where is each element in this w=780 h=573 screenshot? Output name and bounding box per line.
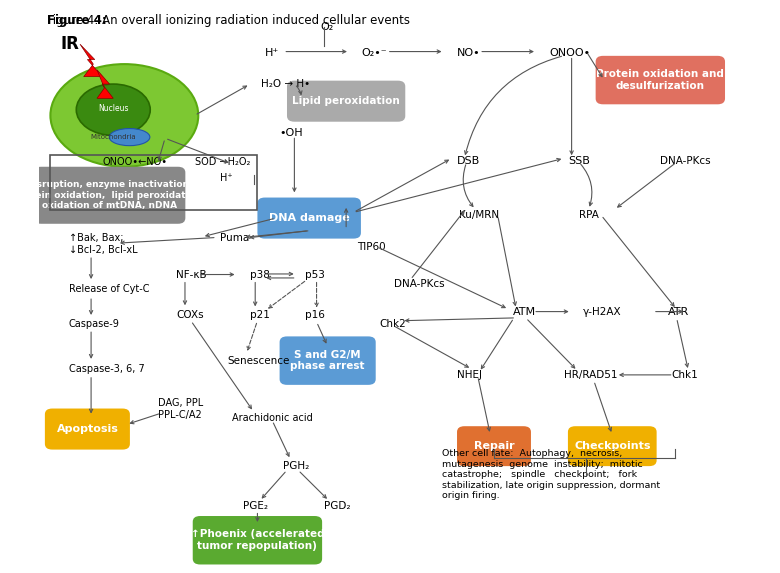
Text: SSB: SSB: [568, 156, 590, 166]
FancyBboxPatch shape: [34, 167, 186, 224]
Text: Checkpoints: Checkpoints: [574, 441, 651, 451]
Text: p38: p38: [250, 270, 270, 280]
Text: Protein oxidation and
desulfurization: Protein oxidation and desulfurization: [597, 69, 725, 91]
Text: ↑Bak, Bax;
↓Bcl-2, Bcl-xL: ↑Bak, Bax; ↓Bcl-2, Bcl-xL: [69, 233, 137, 254]
Text: Chk1: Chk1: [672, 370, 698, 380]
Text: COXs: COXs: [176, 310, 204, 320]
Ellipse shape: [109, 128, 150, 146]
Text: O₂•⁻: O₂•⁻: [361, 48, 387, 58]
Text: TIP60: TIP60: [357, 242, 386, 252]
Text: Apoptosis: Apoptosis: [56, 424, 119, 434]
Text: γ-H2AX: γ-H2AX: [583, 307, 622, 317]
Text: Repair: Repair: [473, 441, 514, 451]
Text: Puma: Puma: [221, 233, 250, 243]
Text: Nucleus: Nucleus: [98, 104, 129, 113]
Text: Arachidonic acid: Arachidonic acid: [232, 413, 312, 423]
Text: PGH₂: PGH₂: [283, 461, 310, 471]
Text: RPA: RPA: [579, 210, 599, 220]
Text: •OH: •OH: [279, 128, 303, 138]
Text: Senescence: Senescence: [228, 356, 290, 366]
Text: IR: IR: [60, 35, 79, 53]
Text: Caspase-9: Caspase-9: [69, 319, 120, 328]
Text: ONOO•: ONOO•: [549, 48, 590, 58]
Text: DAG, PPL
PPL-C/A2: DAG, PPL PPL-C/A2: [158, 398, 203, 420]
Polygon shape: [97, 70, 113, 99]
Text: H⁺: H⁺: [221, 173, 233, 183]
FancyBboxPatch shape: [596, 56, 725, 104]
FancyBboxPatch shape: [45, 409, 130, 450]
FancyBboxPatch shape: [257, 198, 361, 238]
FancyBboxPatch shape: [279, 336, 376, 385]
Text: Caspase-3, 6, 7: Caspase-3, 6, 7: [69, 364, 144, 374]
Text: S and G2/M
phase arrest: S and G2/M phase arrest: [290, 350, 365, 371]
Text: Release of Cyt-C: Release of Cyt-C: [69, 284, 150, 295]
Text: Other cell fate:  Autophagy,  necrosis,
mutagenesis  genome  instability;  mitot: Other cell fate: Autophagy, necrosis, mu…: [442, 449, 661, 500]
Ellipse shape: [51, 64, 198, 167]
Ellipse shape: [76, 84, 151, 135]
Text: Ku/MRN: Ku/MRN: [459, 210, 499, 220]
Text: O₂: O₂: [321, 22, 334, 32]
Text: ATM: ATM: [512, 307, 536, 317]
Text: ONOO•←NO•: ONOO•←NO•: [102, 157, 167, 167]
Text: PGE₂: PGE₂: [243, 501, 268, 511]
Text: DNA damage: DNA damage: [269, 213, 349, 223]
Text: SOD →H₂O₂: SOD →H₂O₂: [194, 157, 250, 167]
Text: Lipid peroxidation: Lipid peroxidation: [292, 96, 400, 106]
Text: DNA-PKcs: DNA-PKcs: [661, 156, 711, 166]
FancyBboxPatch shape: [287, 81, 406, 121]
Text: p21: p21: [250, 310, 270, 320]
FancyBboxPatch shape: [193, 516, 322, 564]
Text: PGD₂: PGD₂: [324, 501, 350, 511]
Text: Chk2: Chk2: [379, 319, 406, 328]
FancyBboxPatch shape: [568, 426, 657, 466]
Text: p53: p53: [306, 270, 325, 280]
Text: H₂O → H•: H₂O → H•: [261, 79, 310, 89]
Text: Disruption, enzyme inactivation,
protein oxidation,  lipid peroxidation,
oxidati: Disruption, enzyme inactivation, protein…: [14, 180, 205, 210]
Text: NO•: NO•: [457, 48, 480, 58]
Text: NF-κB: NF-κB: [176, 270, 207, 280]
Text: DNA-PKcs: DNA-PKcs: [394, 278, 445, 289]
Text: H⁺: H⁺: [265, 48, 279, 58]
Text: ↑Phoenix (accelerated
tumor repopulation): ↑Phoenix (accelerated tumor repopulation…: [190, 529, 324, 551]
Text: p16: p16: [306, 310, 325, 320]
Text: DSB: DSB: [457, 156, 480, 166]
Polygon shape: [80, 44, 102, 77]
Text: Figure 4:: Figure 4:: [47, 14, 107, 27]
FancyBboxPatch shape: [457, 426, 531, 466]
Text: ATR: ATR: [668, 307, 689, 317]
Text: Figure 4: An overall ionizing radiation induced cellular events: Figure 4: An overall ionizing radiation …: [47, 14, 410, 27]
Text: NHEJ: NHEJ: [457, 370, 482, 380]
Text: HR/RAD51: HR/RAD51: [564, 370, 618, 380]
Text: Mitochondria: Mitochondria: [90, 134, 136, 140]
